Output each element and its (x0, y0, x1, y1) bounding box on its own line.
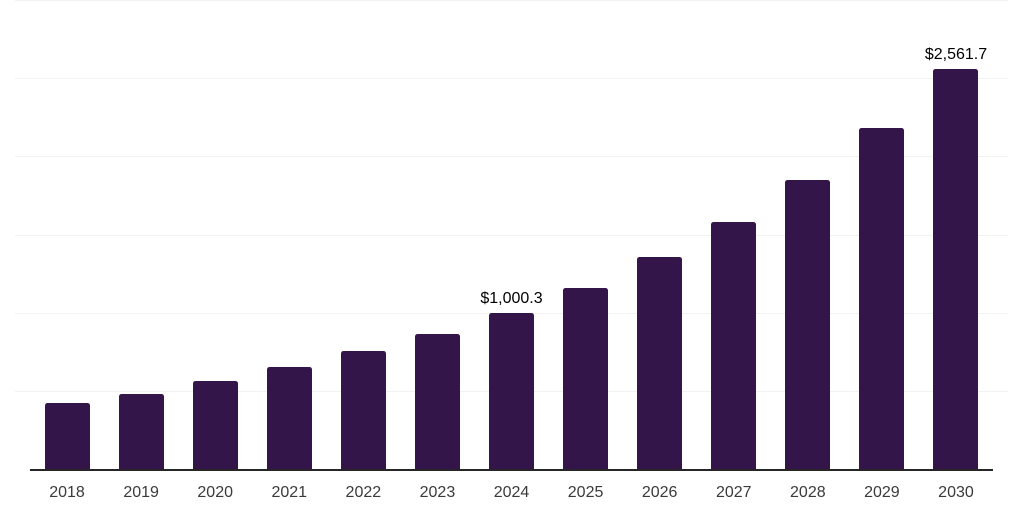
bar-slot-2029 (845, 0, 919, 469)
bar-value-label-2024: $1,000.3 (480, 289, 543, 307)
x-tick-2025: 2025 (567, 484, 604, 501)
bar-2018[interactable] (44, 403, 90, 469)
bar-2023[interactable] (414, 333, 460, 469)
bar-2027[interactable] (711, 221, 757, 469)
bar-slot-2028 (771, 0, 845, 469)
x-tick-2024: 2024 (493, 484, 530, 501)
bar-slot-2020 (178, 0, 252, 469)
bar-slot-2023 (400, 0, 474, 469)
bar-2025[interactable] (563, 287, 609, 469)
bar-2024[interactable]: $1,000.3 (480, 290, 543, 469)
x-tick-2027: 2027 (715, 484, 752, 501)
plot-area: $1,000.3 $2,561.7 (15, 0, 1008, 471)
bar-slot-2021 (252, 0, 326, 469)
bar-2030[interactable]: $2,561.7 (925, 46, 987, 469)
bar-slot-2024: $1,000.3 (474, 0, 548, 469)
bar-slot-2019 (104, 0, 178, 469)
x-tick-2022: 2022 (345, 484, 382, 501)
bar-2021[interactable] (266, 366, 312, 469)
bar-slot-2026 (623, 0, 697, 469)
bar-2019[interactable] (118, 393, 164, 469)
x-tick-2026: 2026 (641, 484, 678, 501)
x-tick-2030: 2030 (938, 484, 974, 501)
bar-2028[interactable] (785, 179, 831, 469)
bar-slot-2022 (326, 0, 400, 469)
x-tick-2018: 2018 (49, 484, 85, 501)
bars-container: $1,000.3 $2,561.7 (30, 0, 993, 469)
bar-value-label-2030: $2,561.7 (924, 45, 988, 63)
x-axis-labels: 2018 2019 2020 2021 2022 2023 2024 2025 2026 2027… (30, 471, 993, 501)
bar-slot-2030: $2,561.7 (919, 0, 993, 469)
x-tick-2021: 2021 (271, 484, 308, 501)
bar-2022[interactable] (340, 351, 386, 469)
bar-slot-2018 (30, 0, 104, 469)
x-tick-2020: 2020 (197, 484, 233, 501)
bar-2020[interactable] (192, 380, 238, 469)
x-tick-2028: 2028 (790, 484, 826, 501)
bar-2029[interactable] (859, 128, 905, 469)
x-tick-2023: 2023 (419, 484, 456, 501)
x-tick-2029: 2029 (864, 484, 900, 501)
bar-slot-2025 (549, 0, 623, 469)
x-tick-2019: 2019 (123, 484, 159, 501)
bar-2026[interactable] (637, 257, 683, 469)
bar-slot-2027 (697, 0, 771, 469)
